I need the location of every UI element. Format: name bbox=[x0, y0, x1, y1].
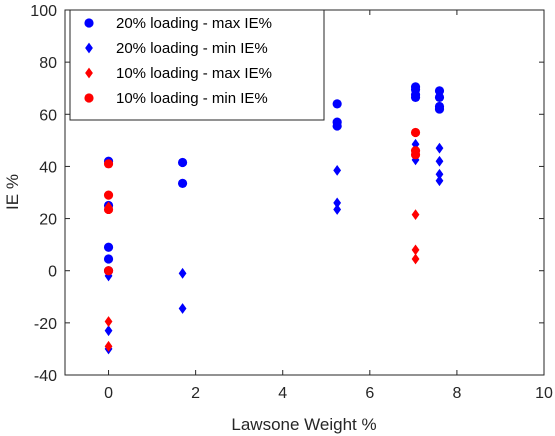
data-point-diamond bbox=[333, 204, 342, 215]
y-tick-label: 40 bbox=[39, 159, 57, 176]
data-point-diamond bbox=[435, 175, 444, 187]
data-point-circle bbox=[177, 178, 188, 188]
data-point-diamond bbox=[104, 325, 113, 337]
data-point-diamond bbox=[435, 142, 444, 154]
y-tick-label: 100 bbox=[30, 3, 57, 20]
y-tick-label: 0 bbox=[48, 264, 57, 281]
legend-marker bbox=[84, 93, 94, 103]
data-point-diamond bbox=[411, 253, 420, 265]
data-point-diamond bbox=[411, 244, 420, 256]
data-point-circle bbox=[410, 127, 421, 138]
data-point-circle bbox=[103, 266, 114, 276]
data-point-circle bbox=[434, 104, 445, 114]
data-point-circle bbox=[410, 92, 421, 102]
data-point-circle bbox=[332, 121, 342, 131]
data-marks bbox=[103, 82, 445, 355]
data-point-circle bbox=[103, 204, 114, 215]
legend: 20% loading - max IE% 20% loading - min I… bbox=[69, 9, 325, 121]
data-point-diamond bbox=[435, 155, 444, 167]
data-point-circle bbox=[103, 190, 114, 200]
y-tick-label: 60 bbox=[39, 107, 57, 124]
data-point-diamond bbox=[411, 209, 420, 221]
data-point-circle bbox=[177, 157, 188, 168]
data-point-circle bbox=[103, 159, 114, 169]
data-point-circle bbox=[103, 254, 114, 264]
data-point-circle bbox=[103, 242, 114, 252]
legend-label: 20% loading - max IE% bbox=[116, 15, 272, 32]
x-tick-label: 4 bbox=[278, 385, 287, 402]
legend-label: 10% loading - max IE% bbox=[116, 65, 272, 82]
y-tick-label: -40 bbox=[34, 368, 57, 385]
legend-box bbox=[69, 9, 325, 121]
data-point-diamond bbox=[333, 197, 342, 209]
y-tick-label: -20 bbox=[34, 316, 57, 333]
legend-marker bbox=[84, 18, 94, 28]
data-point-diamond bbox=[178, 267, 187, 279]
data-point-diamond bbox=[333, 164, 342, 176]
data-point-diamond bbox=[104, 340, 113, 352]
legend-marker bbox=[85, 67, 93, 79]
x-tick-label: 6 bbox=[365, 385, 374, 402]
y-axis-label: IE % bbox=[3, 174, 22, 210]
data-point-diamond bbox=[178, 303, 187, 314]
series-3 bbox=[103, 127, 421, 276]
data-point-circle bbox=[410, 150, 421, 160]
data-point-diamond bbox=[435, 168, 444, 180]
x-tick-label: 10 bbox=[535, 385, 553, 402]
series-2 bbox=[104, 201, 420, 352]
y-tick-label: 80 bbox=[39, 55, 57, 72]
data-point-circle bbox=[434, 92, 445, 102]
x-tick-label: 0 bbox=[104, 385, 113, 402]
axis-ticks: 0 2 4 6 8 10 -40 -20 0 20 40 60 80 100 bbox=[30, 3, 553, 402]
data-point-circle bbox=[434, 86, 445, 96]
x-tick-label: 8 bbox=[452, 385, 461, 402]
x-tick-label: 2 bbox=[191, 385, 200, 402]
x-axis-label: Lawsone Weight % bbox=[231, 415, 376, 434]
data-point-circle bbox=[332, 99, 342, 109]
data-point-diamond bbox=[104, 316, 113, 327]
legend-label: 10% loading - min IE% bbox=[116, 90, 268, 107]
legend-marker bbox=[85, 42, 93, 54]
y-tick-label: 20 bbox=[39, 212, 57, 229]
legend-label: 20% loading - min IE% bbox=[116, 40, 268, 57]
